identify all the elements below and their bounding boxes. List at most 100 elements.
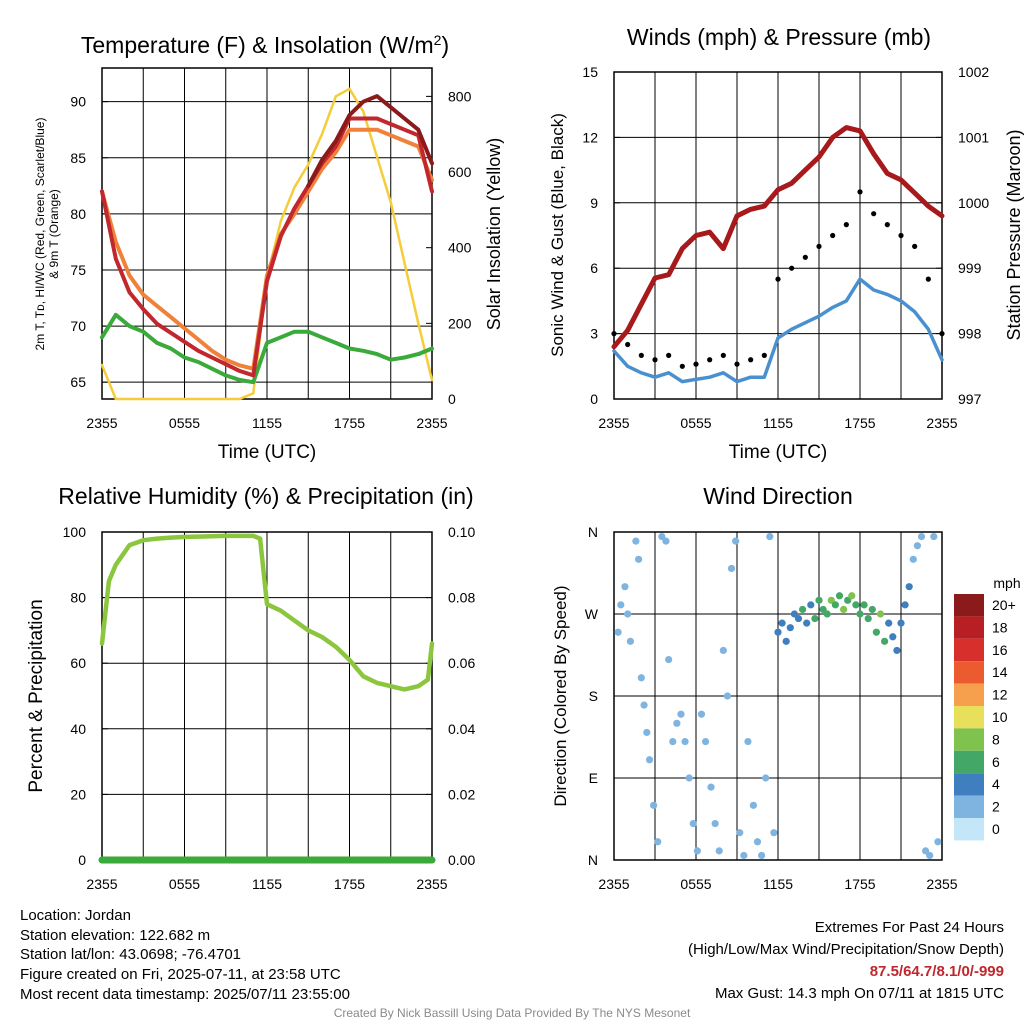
direction-point [770,829,778,837]
wind-x-tick-label: 1755 [844,415,875,431]
dir-x-tick-label: 2355 [926,876,957,892]
wind-y-tick-label: 15 [582,64,598,80]
rh-x-tick-label: 1755 [334,876,365,892]
gust-point [625,341,631,348]
temp-y-tick-label: 65 [70,374,86,390]
colorbar-label: 10 [992,709,1008,725]
rh-y-tick-label: 40 [70,721,86,737]
rh-y2-tick-label: 0.08 [448,590,475,606]
wind-chart-title: Winds (mph) & Pressure (mb) [627,24,931,50]
direction-point [860,601,868,609]
direction-point [673,719,681,727]
wind-y2-tick-label: 1002 [958,64,989,80]
temp-y2-tick-label: 0 [448,391,456,407]
temp-chart-title: Temperature (F) & Insolation (W/m2) [81,32,449,58]
gust-point [707,357,713,363]
direction-point [617,601,625,609]
direction-point [913,542,922,550]
gust-point [871,211,877,217]
credit-line: Created By Nick Bassill Using Data Provi… [333,1006,691,1020]
direction-point [864,614,872,623]
wind-x-tick-label: 1155 [763,415,793,431]
gust-point [939,331,945,337]
direction-point [786,624,794,632]
direction-point [637,674,645,682]
temp-x-tick-label: 1755 [334,415,365,431]
rh-y-axis-label: Percent & Precipitation [26,599,47,792]
wind-x-tick-label: 0555 [680,415,711,431]
direction-point [926,851,934,860]
direction-point [831,601,840,609]
direction-point [732,537,740,545]
gust-point [761,352,767,358]
direction-point [778,619,786,627]
colorbar-swatch [954,616,984,639]
temp-y-tick-label: 70 [70,318,86,334]
direction-point [881,637,889,645]
direction-point [930,532,938,541]
colorbar-swatch [954,706,984,729]
temp-x-tick-label: 2355 [416,415,447,431]
dir-y-tick-label: S [589,688,598,704]
station-elevation: Station elevation: 122.682 m [20,926,211,944]
colorbar-swatch [954,683,984,706]
direction-point [766,532,774,541]
temp-y-tick-label: 75 [70,262,86,278]
gust-point [802,254,808,260]
rh-y-tick-label: 0 [78,852,86,868]
rh-y2-tick-label: 0.10 [448,524,475,540]
colorbar-swatch [954,750,984,774]
colorbar-swatch [954,594,984,617]
colorbar-swatch [954,728,984,751]
wind-y2-tick-label: 997 [958,391,982,407]
direction-point [640,701,648,709]
temp-x-axis-label: Time (UTC) [218,442,317,463]
temp-y2-tick-label: 200 [448,315,472,331]
rh-series-line-relative-humidity [99,533,435,692]
dir-y-tick-label: W [585,606,599,622]
direction-point [723,692,732,700]
temp-series-line-2m-t [100,116,434,378]
wind-y2-tick-label: 1000 [958,195,989,211]
gust-point [912,243,918,249]
direction-point [749,801,758,809]
wind-left-axis-label: Sonic Wind & Gust (Blue, Black) [548,113,567,357]
colorbar-label: 0 [992,821,1000,837]
temp-insolation-chart: 2355 0555 1155 1755 2355 65 70 75 80 85 90 0 200 400 6… [70,67,472,431]
rh-y2-tick-label: 0.04 [448,721,475,737]
rh-x-tick-label: 2355 [86,876,117,892]
extremes-subtitle: (High/Low/Max Wind/Precipitation/Snow De… [688,941,1004,958]
direction-point [677,710,685,718]
dir-x-tick-label: 0555 [680,876,711,892]
gust-point [666,352,672,358]
direction-point [701,737,710,746]
gust-point [734,361,740,367]
direction-point [852,601,860,609]
direction-point [905,583,913,591]
colorbar-label: 18 [992,619,1008,635]
temp-series-line-td [100,312,434,385]
wind-y-tick-label: 12 [582,129,598,145]
temp-y2-tick-label: 600 [448,164,472,180]
direction-point [885,619,893,627]
rh-y2-tick-label: 0.02 [448,786,475,802]
dir-y-tick-label: N [588,524,598,540]
direction-point [872,628,881,636]
rh-y-tick-label: 80 [70,590,86,606]
extremes-values: 87.5/64.7/8.1/0/-999 [869,963,1004,980]
direction-point [811,614,819,623]
gust-point [857,189,863,195]
gust-point [925,276,931,282]
direction-point [685,774,693,782]
direction-point [635,555,643,563]
wind-pressure-chart: 2355 0555 1155 1755 235503691215997998999100… [582,64,989,431]
direction-point [901,601,909,609]
rh-y-tick-label: 60 [70,655,86,671]
gust-point [679,363,685,369]
temp-right-axis-label: Solar Insolation (Yellow) [484,138,504,330]
direction-point [835,592,844,600]
direction-point [774,628,782,636]
direction-point [645,756,654,764]
direction-point [707,783,715,791]
wind-y-tick-label: 0 [590,391,598,407]
